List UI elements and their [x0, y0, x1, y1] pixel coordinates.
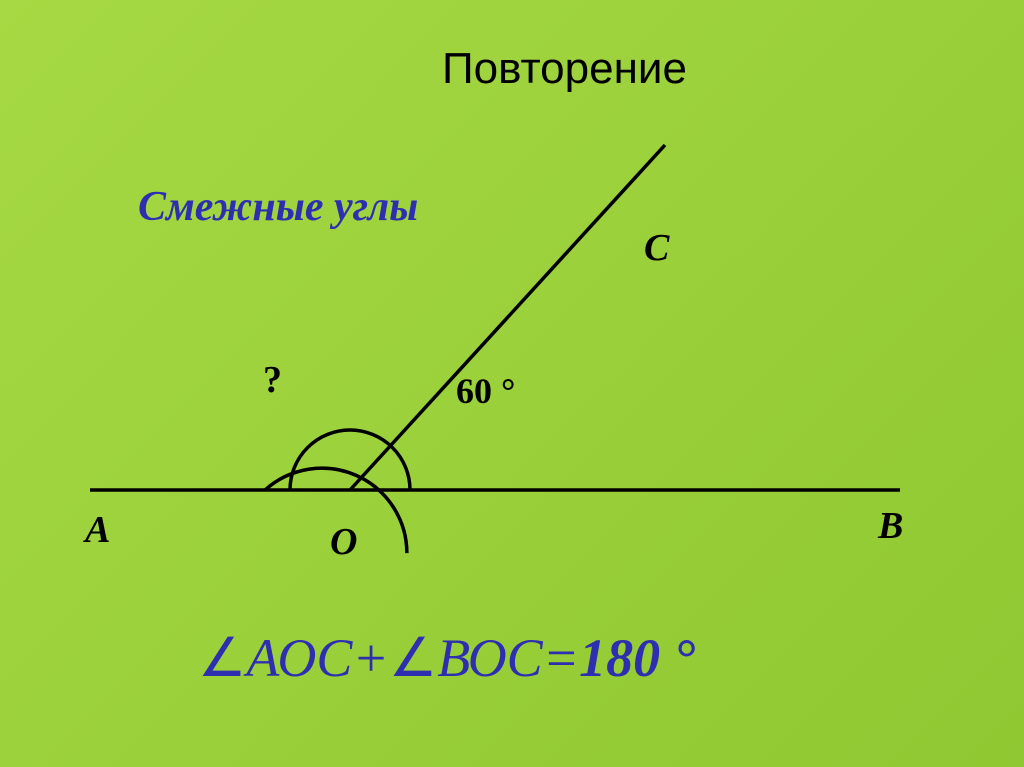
- slide: Повторение Смежные углы A B C O 60 ° ? ∠…: [0, 0, 1024, 767]
- point-c-label: C: [644, 226, 669, 270]
- angle-symbol: ∠: [198, 628, 246, 688]
- angle-sum-formula: ∠АОС+∠ВОС=180 °: [198, 626, 695, 689]
- formula-value: 180 °: [579, 628, 695, 688]
- angle-boc-value: 60 °: [456, 370, 515, 412]
- formula-rhs-var: ВОС=: [437, 628, 579, 688]
- slide-subtitle: Смежные углы: [138, 183, 418, 231]
- arc-boc: [290, 430, 410, 490]
- formula-lhs: АОС+: [246, 628, 388, 688]
- angle-aoc-question: ?: [263, 358, 282, 402]
- point-o-label: O: [330, 520, 357, 564]
- point-a-label: A: [85, 508, 110, 552]
- point-b-label: B: [878, 504, 903, 548]
- angle-symbol: ∠: [389, 628, 437, 688]
- slide-title: Повторение: [442, 44, 687, 94]
